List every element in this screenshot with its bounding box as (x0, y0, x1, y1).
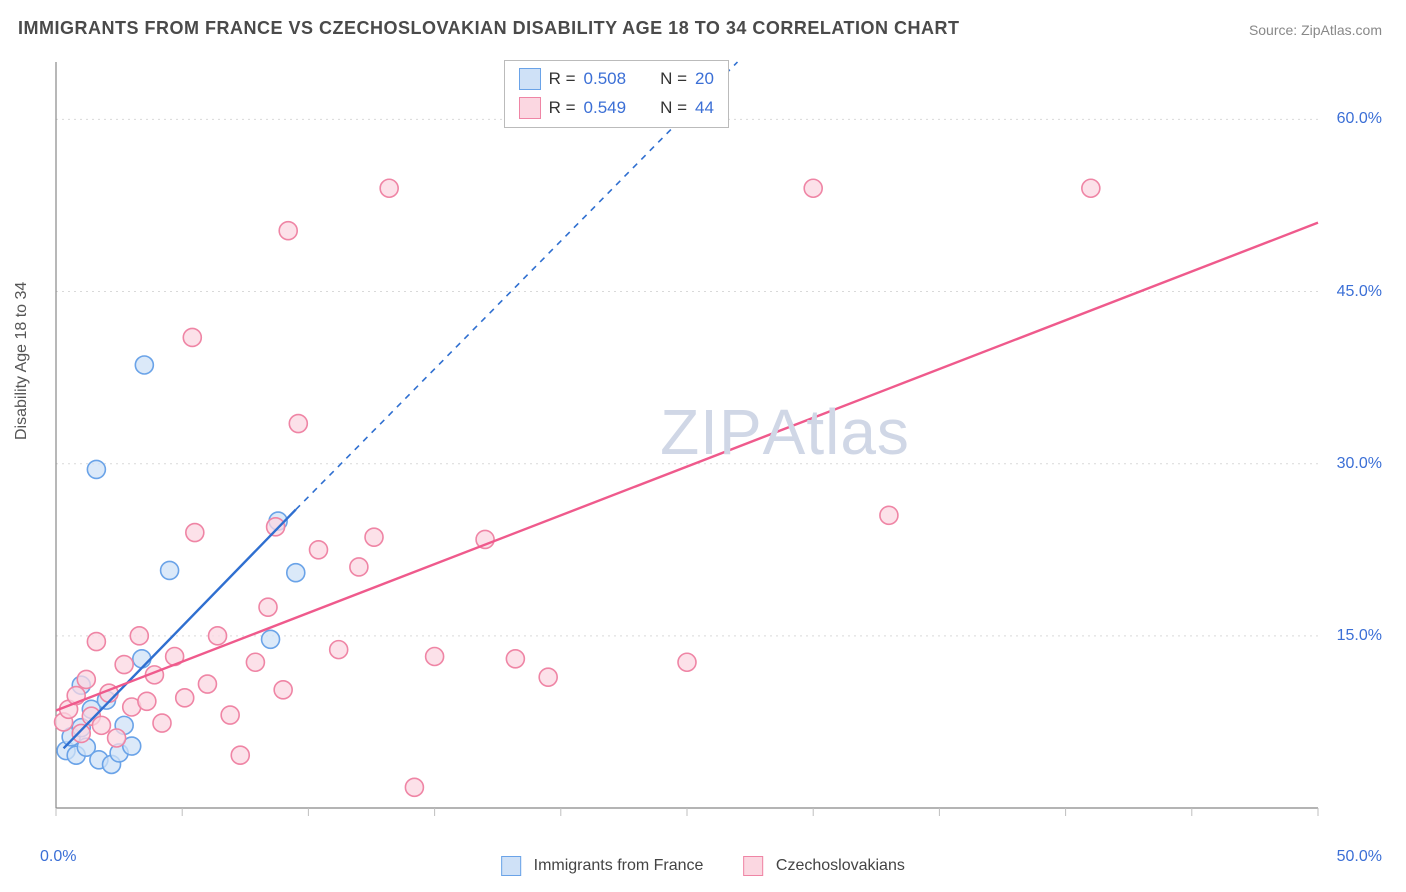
source-prefix: Source: (1249, 22, 1301, 38)
source-label: Source: ZipAtlas.com (1249, 22, 1382, 38)
swatch-france (501, 856, 521, 876)
n-value-france: 20 (695, 65, 714, 94)
r-label: R = (549, 94, 576, 123)
y-tick-label: 30.0% (1337, 455, 1382, 473)
r-value-czech: 0.549 (584, 94, 627, 123)
legend-item-czech: Czechoslovakians (743, 856, 904, 876)
r-value-france: 0.508 (584, 65, 627, 94)
n-label: N = (660, 65, 687, 94)
x-tick-min: 0.0% (40, 848, 76, 866)
y-axis-label: Disability Age 18 to 34 (13, 282, 31, 440)
legend-label-czech: Czechoslovakians (776, 857, 905, 874)
legend-item-france: Immigrants from France (501, 856, 703, 876)
swatch-france (519, 68, 541, 90)
y-tick-label: 15.0% (1337, 627, 1382, 645)
plot-area: ZIPAtlas R =0.508N =20R =0.549N =44 15.0… (48, 58, 1388, 838)
chart-svg (48, 58, 1388, 838)
x-tick-max: 50.0% (1337, 848, 1382, 866)
swatch-czech (743, 856, 763, 876)
y-tick-label: 60.0% (1337, 110, 1382, 128)
correlation-legend: R = 0.508 N = 20 R = 0.549 N = 44 (504, 60, 729, 128)
source-name: ZipAtlas.com (1301, 22, 1382, 38)
r-label: R = (549, 65, 576, 94)
series-legend: Immigrants from France Czechoslovakians (501, 856, 905, 876)
legend-label-france: Immigrants from France (534, 857, 704, 874)
correlation-row-czech: R = 0.549 N = 44 (519, 94, 714, 123)
n-value-czech: 44 (695, 94, 714, 123)
swatch-czech (519, 97, 541, 119)
chart-title: IMMIGRANTS FROM FRANCE VS CZECHOSLOVAKIA… (18, 18, 960, 39)
n-label: N = (660, 94, 687, 123)
correlation-row-france: R = 0.508 N = 20 (519, 65, 714, 94)
y-tick-label: 45.0% (1337, 283, 1382, 301)
